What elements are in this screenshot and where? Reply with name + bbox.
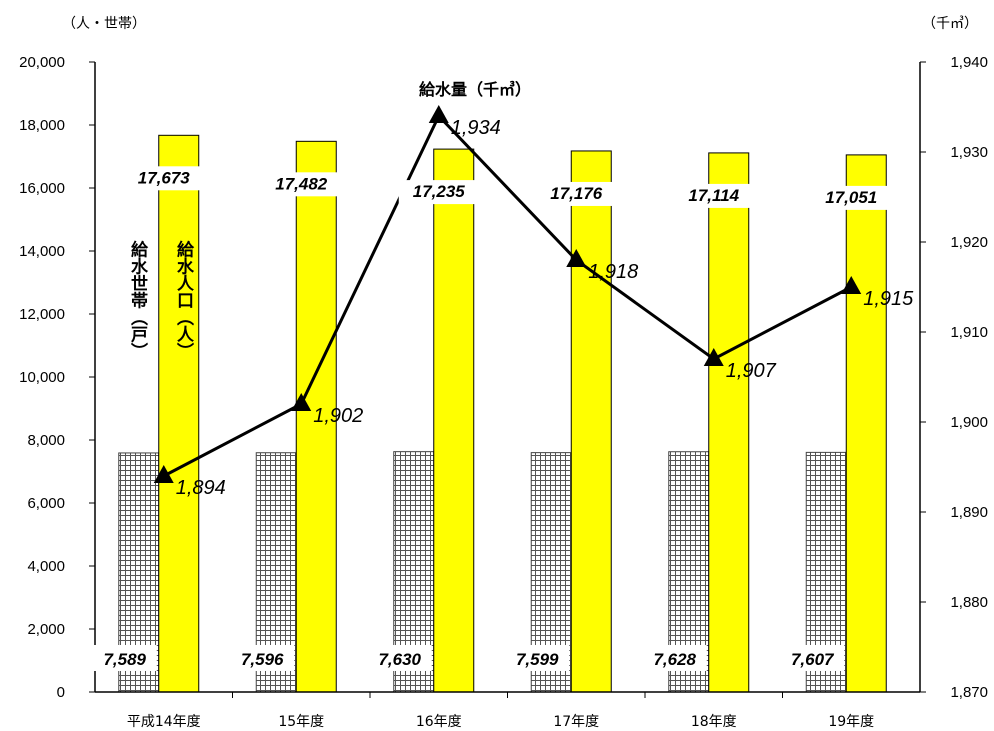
left-tick-label: 0 — [57, 684, 65, 701]
population-data-label: 17,176 — [550, 184, 603, 203]
left-tick-label: 6,000 — [27, 495, 65, 512]
left-tick-label: 16,000 — [19, 180, 65, 197]
left-tick-label: 20,000 — [19, 54, 65, 71]
line-layer: 1,894 1,902 1,934 1,918 1,907 1,915 — [153, 105, 914, 499]
population-bar — [158, 134, 200, 693]
volume-marker — [703, 348, 724, 366]
population-bar — [433, 148, 475, 693]
households-data-label: 7,589 — [103, 650, 146, 669]
households-data-label: 7,596 — [241, 650, 284, 669]
population-label-bg — [261, 172, 342, 197]
volume-data-label: 1,915 — [863, 288, 914, 310]
volume-series-label: 給水量（千㎥） — [419, 80, 531, 99]
left-tick-label: 14,000 — [19, 243, 65, 260]
households-label-bg — [505, 645, 570, 671]
households-data-label: 7,628 — [653, 650, 696, 669]
left-tick-label: 10,000 — [19, 369, 65, 386]
right-tick-label: 1,870 — [950, 684, 988, 701]
labels-layer: 平成14年度 15年度 16年度 17年度 18年度 19年度 17,673 7,589 17,… — [92, 166, 892, 730]
population-data-label: 17,235 — [413, 182, 466, 201]
category-label: 平成14年度 — [127, 714, 201, 730]
category-label: 19年度 — [828, 714, 874, 730]
left-tick-label: 18,000 — [19, 117, 65, 134]
households-label-bg — [92, 645, 157, 671]
volume-data-label: 1,894 — [176, 477, 226, 499]
households-label-bg — [780, 645, 845, 671]
households-label-bg — [230, 645, 295, 671]
volume-marker — [291, 393, 312, 411]
households-data-label: 7,630 — [378, 650, 421, 669]
left-tick-label: 12,000 — [19, 306, 65, 323]
right-tick-label: 1,910 — [950, 324, 988, 341]
category-label: 17年度 — [553, 714, 599, 730]
households-label-bg — [367, 645, 432, 671]
population-label-bg — [398, 180, 479, 205]
volume-marker — [428, 105, 449, 123]
population-label-bg — [536, 181, 617, 206]
population-bar — [708, 152, 750, 693]
volume-marker — [153, 465, 174, 483]
category-label: 16年度 — [416, 714, 462, 730]
population-bar — [295, 140, 337, 693]
right-tick-label: 1,940 — [950, 54, 988, 71]
households-series-label: 給水世帯（戸） — [127, 239, 148, 359]
volume-data-label: 1,907 — [726, 360, 777, 382]
households-data-label: 7,599 — [516, 650, 559, 669]
right-tick-label: 1,890 — [950, 504, 988, 521]
households-label-bg — [642, 645, 707, 671]
population-bar — [570, 150, 612, 693]
right-tick-label: 1,930 — [950, 144, 988, 161]
category-label: 18年度 — [691, 714, 737, 730]
population-label-bg — [811, 185, 892, 210]
right-axis-unit: （千㎥） — [922, 16, 978, 32]
households-data-label: 7,607 — [791, 650, 835, 669]
volume-data-label: 1,902 — [313, 405, 363, 427]
population-label-bg — [123, 166, 204, 191]
volume-line — [163, 113, 852, 478]
population-series-label: 給水人口（人） — [173, 239, 194, 359]
population-bar — [845, 154, 887, 693]
population-data-label: 17,051 — [825, 188, 877, 207]
population-data-label: 17,673 — [138, 168, 191, 187]
volume-data-label: 1,934 — [451, 117, 501, 139]
axes-layer: 0 2,000 4,000 6,000 8,000 10,000 12,000 14,000 1… — [19, 54, 988, 701]
category-label: 15年度 — [278, 714, 324, 730]
left-tick-label: 4,000 — [27, 558, 65, 575]
right-tick-label: 1,900 — [950, 414, 988, 431]
right-tick-label: 1,880 — [950, 594, 988, 611]
right-tick-label: 1,920 — [950, 234, 988, 251]
volume-marker — [841, 276, 862, 294]
left-tick-label: 2,000 — [27, 621, 65, 638]
population-label-bg — [673, 183, 754, 208]
left-tick-label: 8,000 — [27, 432, 65, 449]
bars-layer — [118, 134, 887, 693]
volume-data-label: 1,918 — [588, 261, 638, 283]
left-axis-unit: （人・世帯） — [62, 16, 146, 32]
volume-marker — [566, 249, 587, 267]
population-data-label: 17,482 — [275, 174, 328, 193]
population-data-label: 17,114 — [688, 186, 739, 205]
